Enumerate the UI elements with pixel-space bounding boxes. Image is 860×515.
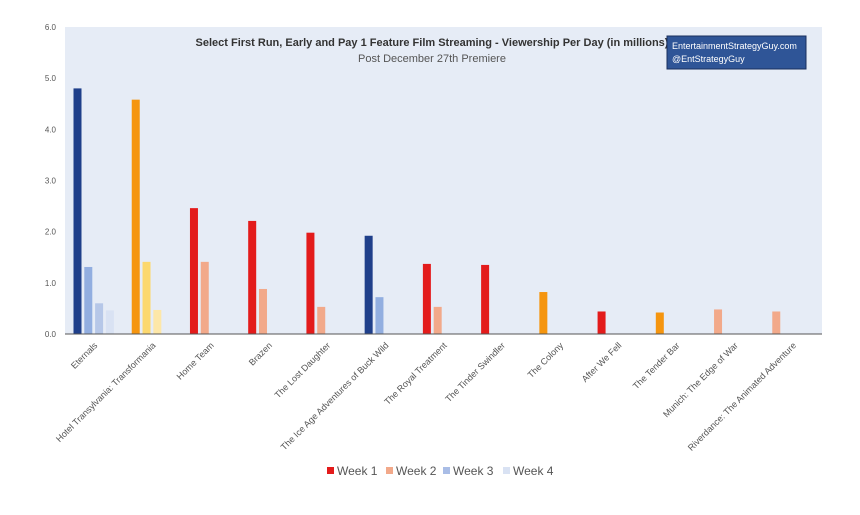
bar: [597, 311, 606, 334]
x-category-label: The Tinder Swindler: [443, 340, 507, 404]
legend-swatch: [386, 467, 393, 474]
legend-label: Week 1: [337, 464, 378, 478]
y-tick-label: 2.0: [45, 228, 57, 237]
brand-line-website: EntertainmentStrategyGuy.com: [672, 41, 797, 51]
bar: [306, 232, 315, 334]
bar: [481, 264, 490, 334]
bar: [189, 208, 198, 334]
brand-box-background: [666, 35, 807, 70]
bar: [200, 261, 209, 334]
legend-swatch: [503, 467, 510, 474]
x-category-label: The Tender Bar: [631, 340, 682, 391]
bar: [131, 99, 140, 334]
bar: [153, 309, 162, 334]
x-category-label: The Lost Daughter: [273, 340, 333, 400]
y-tick-label: 4.0: [45, 125, 57, 134]
bars: [73, 88, 781, 335]
brand-box: EntertainmentStrategyGuy.com @EntStrateg…: [666, 35, 807, 70]
bar: [105, 310, 114, 334]
y-tick-label: 5.0: [45, 74, 57, 83]
legend-swatch: [443, 467, 450, 474]
x-category-label: Eternals: [69, 340, 100, 371]
x-category-label: Riverdance: The Animated Adventure: [686, 340, 798, 452]
bar: [539, 292, 548, 334]
y-tick-label: 3.0: [45, 177, 57, 186]
bar: [364, 235, 373, 334]
y-tick-label: 6.0: [45, 23, 57, 32]
x-category-label: The Colony: [526, 340, 566, 380]
x-category-label: The Ice Age Adventures of Buck Wild: [279, 340, 391, 452]
chart-subtitle: Post December 27th Premiere: [358, 53, 506, 65]
y-tick-label: 1.0: [45, 279, 57, 288]
legend: Week 1 Week 2 Week 3 Week 4: [327, 464, 554, 478]
chart-title: Select First Run, Early and Pay 1 Featur…: [196, 37, 669, 49]
bar: [433, 306, 442, 334]
legend-label: Week 4: [513, 464, 554, 478]
x-category-label: Brazen: [247, 340, 274, 367]
y-axis-ticks: 0.0 1.0 2.0 3.0 4.0 5.0 6.0: [45, 23, 57, 339]
bar: [258, 288, 267, 334]
bar: [95, 303, 104, 334]
x-category-label: The Royal Treatment: [382, 340, 449, 407]
bar: [142, 261, 151, 334]
bar: [248, 220, 257, 334]
bar: [655, 312, 664, 334]
bar: [375, 297, 384, 334]
brand-line-handle: @EntStrategyGuy: [672, 54, 745, 64]
y-tick-label: 0.0: [45, 330, 57, 339]
bar: [84, 266, 93, 334]
bar: [772, 311, 781, 334]
legend-swatch: [327, 467, 334, 474]
plot-background: [65, 27, 822, 334]
x-category-label: After We Fell: [580, 340, 624, 384]
bar: [714, 309, 723, 334]
legend-label: Week 3: [453, 464, 494, 478]
bar: [422, 263, 431, 334]
bar: [317, 306, 326, 334]
legend-label: Week 2: [396, 464, 437, 478]
bar: [73, 88, 82, 335]
x-category-label: Hotel Transylvania: Transformania: [54, 340, 158, 444]
x-category-label: Home Team: [175, 340, 216, 381]
